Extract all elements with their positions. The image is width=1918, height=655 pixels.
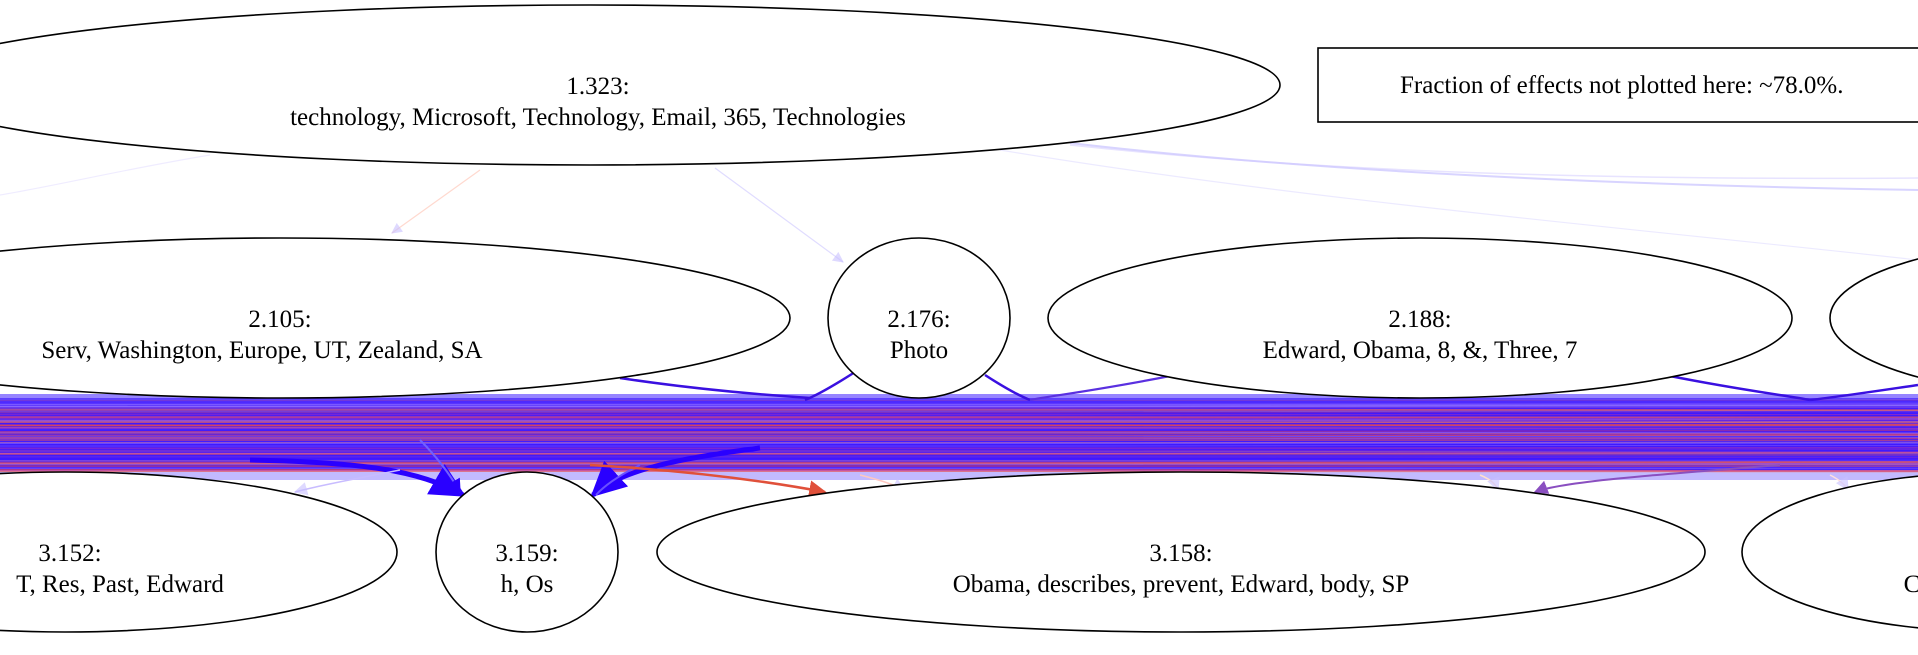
bundle-edge [0,456,1918,459]
bundle-edge [0,431,1918,435]
bundle-edge [0,467,1918,470]
node-2-188[interactable]: 2.188: Edward, Obama, 8, &, Three, 7 [1047,237,1793,399]
bundle-edge [0,428,1918,431]
node-edges [249,370,1918,498]
node-2-176[interactable]: 2.176: Photo [827,237,1011,399]
node-1-323-label: 1.323: [566,73,629,100]
node-3-partial-features: C [1904,571,1918,598]
bundle-edge [0,408,1918,412]
node-2-partial[interactable] [1829,238,1918,398]
bundle-edge [0,417,1918,420]
node-2-188-features: Edward, Obama, 8, &, Three, 7 [1263,337,1578,364]
bundle-edge [0,470,1918,473]
node-2-176-features: Photo [890,337,948,364]
bundle-edge [0,410,1918,413]
node-3-152-features: T, Res, Past, Edward [16,571,224,598]
bundle-edge [0,454,1918,456]
node-3-158-features: Obama, describes, prevent, Edward, body,… [953,571,1410,598]
node-3-159[interactable]: 3.159: h, Os [435,471,619,633]
bundle-edge [0,402,1918,405]
note-box: Fraction of effects not plotted here: ~7… [1317,47,1918,123]
node-2-105-features: Serv, Washington, Europe, UT, Zealand, S… [41,337,482,364]
node-1-323-features: technology, Microsoft, Technology, Email… [290,104,906,131]
node-1-323[interactable]: 1.323: technology, Microsoft, Technology… [0,4,1281,166]
bundle-edge [0,409,1918,412]
bundle-edge [0,410,1918,414]
node-3-partial[interactable]: C [1741,472,1918,632]
node-2-188-label: 2.188: [1388,306,1451,333]
bundle-edge [0,403,1918,406]
bundle-edge [0,418,1918,421]
node-3-158[interactable]: 3.158: Obama, describes, prevent, Edward… [656,471,1706,633]
node-2-105-label: 2.105: [248,306,311,333]
node-3-152-label: 3.152: [38,540,101,567]
node-3-159-features: h, Os [501,571,554,598]
fraction-note: Fraction of effects not plotted here: ~7… [1400,72,1844,99]
node-2-105[interactable]: 2.105: Serv, Washington, Europe, UT, Zea… [0,237,791,399]
bundle-edge [0,463,1918,466]
bundle-edge [0,446,1918,450]
bundle-edge [0,441,1918,443]
edge-bundle [0,394,1918,480]
node-3-159-label: 3.159: [495,540,558,567]
bundle-edge [0,441,1918,444]
bundle-edge [0,426,1918,430]
node-3-152[interactable]: 3.152: T, Res, Past, Edward [0,471,398,633]
bundle-edge [0,405,1918,408]
node-2-176-label: 2.176: [887,306,950,333]
node-3-158-label: 3.158: [1149,540,1212,567]
bundle-edge [0,451,1918,455]
faint-edges [0,142,1918,263]
